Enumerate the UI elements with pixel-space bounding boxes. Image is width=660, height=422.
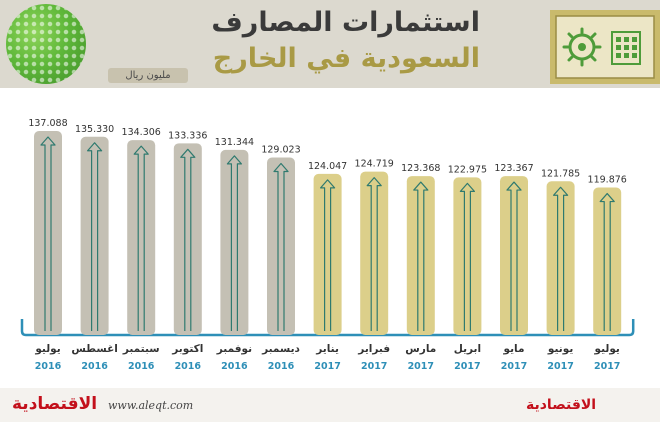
year-label-8: 2017 [408,361,434,372]
value-label-10: 123.367 [494,163,533,174]
month-label-7: فبراير [357,343,390,355]
value-label-4: 131.344 [215,137,254,148]
year-label-5: 2016 [268,361,295,372]
arrow-8 [413,181,429,331]
bar-8 [406,176,435,335]
value-label-12: 119.876 [588,175,627,186]
bar-12 [593,187,622,335]
brand-logo: الاقتصادية [12,394,98,414]
year-label-2: 2016 [128,361,155,372]
site-url: www.aleqt.com [108,399,194,412]
page-title: استثمارات المصارف السعودية في الخارج [150,6,480,78]
arrow-7 [366,177,382,331]
month-label-6: يناير [315,343,339,355]
bar-chart: 137.088 يوليو 2016 135.330 اغسطس 2016 134.306 س… [20,118,635,372]
arrow-2 [133,145,149,331]
month-label-4: نوفمبر [216,343,252,355]
month-label-12: يوليو [594,343,620,355]
year-label-10: 2017 [501,361,527,372]
globe-pattern [6,4,86,84]
title-line-1: استثمارات المصارف [211,7,480,38]
month-label-8: مارس [405,343,436,355]
month-label-0: يوليو [34,343,60,355]
arrow-9 [459,182,475,331]
month-label-9: ابريل [454,343,481,355]
arrow-6 [320,179,336,331]
brand-logo-small: الاقتصادية [526,397,597,413]
value-label-1: 135.330 [75,124,114,135]
bar-3 [173,143,202,335]
bar-4 [220,149,249,335]
footer: الاقتصادية www.aleqt.com الاقتصادية [0,388,660,422]
header: استثمارات المصارف السعودية في الخارج ملي… [0,0,660,88]
year-label-11: 2017 [547,361,573,372]
year-label-0: 2016 [35,361,62,372]
title-line-2: السعودية في الخارج [212,43,480,74]
arrow-1 [87,142,103,331]
arrow-4 [226,155,242,331]
value-label-0: 137.088 [28,118,67,129]
month-label-5: ديسمبر [261,343,300,355]
year-label-6: 2017 [314,361,340,372]
year-label-3: 2016 [175,361,202,372]
year-label-4: 2016 [221,361,248,372]
value-label-5: 129.023 [261,144,300,155]
value-label-6: 124.047 [308,161,347,172]
bar-11 [546,181,575,335]
year-label-7: 2017 [361,361,387,372]
value-label-9: 122.975 [448,164,487,175]
arrow-3 [180,148,196,331]
safe-icon [550,10,660,84]
arrow-12 [599,192,615,331]
year-label-12: 2017 [594,361,620,372]
bar-7 [360,171,389,335]
arrow-5 [273,162,289,331]
bar-10 [500,176,528,335]
unit-label: مليون ريال [108,68,188,83]
month-label-1: اغسطس [71,343,118,355]
bar-2 [127,140,156,335]
value-label-7: 124.719 [355,159,394,170]
arrow-0 [40,136,56,331]
month-label-11: يونيو [547,343,573,355]
bar-6 [313,173,342,335]
value-label-8: 123.368 [401,163,440,174]
bar-0 [34,131,62,335]
value-label-2: 134.306 [122,127,161,138]
arrow-11 [553,186,569,331]
value-label-3: 133.336 [168,130,207,141]
year-label-1: 2016 [81,361,108,372]
year-label-9: 2017 [454,361,480,372]
month-label-3: اكتوبر [171,343,203,355]
arrow-10 [506,181,522,331]
bar-5 [267,157,295,335]
value-label-11: 121.785 [541,168,580,179]
month-label-10: مايو [503,343,525,355]
bar-1 [80,136,109,335]
month-label-2: سبتمبر [122,343,160,355]
bar-9 [453,177,482,335]
